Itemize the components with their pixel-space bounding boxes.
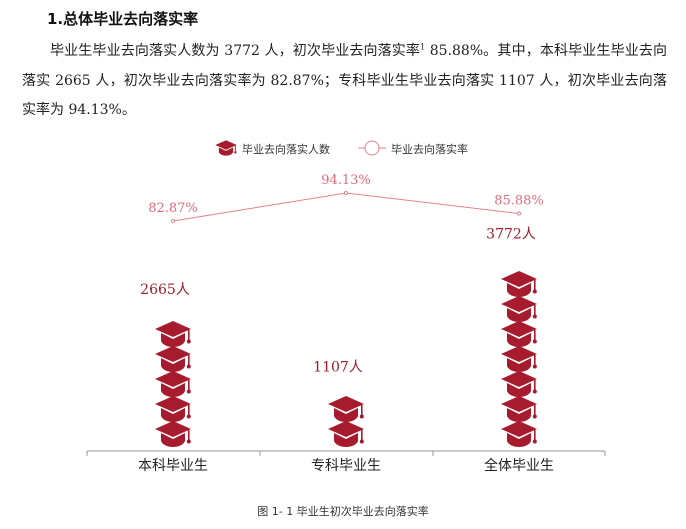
rate-label: 85.88% xyxy=(494,194,544,209)
graduation-cap-partial-icon xyxy=(155,310,191,319)
legend-circle-icon xyxy=(364,140,380,156)
graduation-cap-icon xyxy=(501,346,537,372)
x-tick-label: 专科毕业生 xyxy=(311,458,381,474)
rate-point xyxy=(170,218,176,224)
graduation-cap-icon xyxy=(328,421,364,447)
graduation-cap-icon xyxy=(501,396,537,422)
graduation-cap-partial-icon xyxy=(501,255,537,269)
rate-point xyxy=(343,190,349,196)
count-label: 3772人 xyxy=(486,226,536,242)
legend-label-rate: 毕业去向落实率 xyxy=(391,142,468,156)
rate-label: 94.13% xyxy=(321,173,371,188)
pictograph-bars: 2665人 1107人 3772人 xyxy=(140,226,537,447)
graduation-cap-icon xyxy=(155,346,191,372)
paragraph-part-1: 毕业生毕业去向落实人数为 3772 人，初次毕业去向落实率 xyxy=(50,43,421,59)
x-tick-label: 全体毕业生 xyxy=(484,457,554,474)
rate-point xyxy=(516,211,522,216)
graduation-cap-icon xyxy=(155,321,191,347)
graduation-cap-icon xyxy=(155,396,191,422)
graduation-cap-icon xyxy=(155,421,191,447)
x-axis: 本科毕业生 专科毕业生 全体毕业生 xyxy=(86,450,606,474)
x-tick-label: 本科毕业生 xyxy=(138,458,208,474)
figure-caption: 图 1- 1 毕业生初次毕业去向落实率 xyxy=(257,505,429,518)
graduation-cap-icon xyxy=(328,396,364,422)
count-label: 2665人 xyxy=(140,282,190,298)
rate-label: 82.87% xyxy=(148,201,198,216)
pictograph-bar: 3772人 xyxy=(486,226,537,447)
rate-line-layer: 82.87% 94.13% 85.88% xyxy=(148,173,544,224)
footnote-mark: 1 xyxy=(420,42,426,52)
rate-series-line xyxy=(172,192,520,222)
paragraph-part-2: 85.88%。其中，本科毕业生毕业去向落实 2665 人，初次毕业去向落实率为 … xyxy=(22,43,667,118)
pictograph-bar: 1107人 xyxy=(313,360,364,447)
graduation-cap-icon xyxy=(501,271,537,297)
summary-paragraph: 毕业生毕业去向落实人数为 3772 人，初次毕业去向落实率1 85.88%。其中… xyxy=(22,37,667,126)
count-label: 1107人 xyxy=(313,360,363,376)
chart-legend: 毕业去向落实人数 毕业去向落实率 xyxy=(215,140,468,156)
legend-label-count: 毕业去向落实人数 xyxy=(242,142,330,156)
legend-cap-icon xyxy=(215,140,237,156)
graduation-cap-icon xyxy=(501,371,537,397)
graduation-cap-icon xyxy=(501,421,537,447)
pictograph-bar: 2665人 xyxy=(140,282,191,447)
graduation-cap-icon xyxy=(155,371,191,397)
graduation-cap-icon xyxy=(501,321,537,347)
graduation-cap-icon xyxy=(501,296,537,322)
section-heading: 1.总体毕业去向落实率 xyxy=(47,10,199,28)
